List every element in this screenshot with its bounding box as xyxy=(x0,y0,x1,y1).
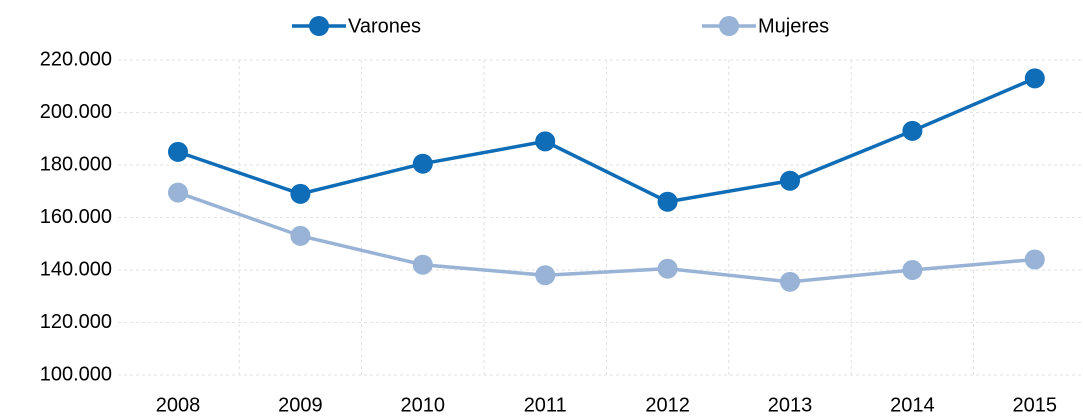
data-point xyxy=(535,131,556,152)
data-point xyxy=(902,260,923,280)
y-tick-label: 160.000 xyxy=(40,206,112,228)
data-point xyxy=(902,120,923,141)
data-point xyxy=(1024,249,1045,270)
data-point xyxy=(290,183,311,204)
y-tick-label: 200.000 xyxy=(40,101,112,123)
y-tick-label: 140.000 xyxy=(40,258,112,280)
y-tick-label: 220.000 xyxy=(40,48,112,70)
data-point xyxy=(535,265,556,286)
x-tick-label: 2015 xyxy=(1013,394,1058,416)
data-point xyxy=(290,225,311,246)
x-tick-label: 2011 xyxy=(524,394,567,416)
y-tick-label: 100.000 xyxy=(40,363,112,385)
data-point xyxy=(657,191,678,212)
x-tick-label: 2013 xyxy=(768,394,813,416)
legend-marker xyxy=(309,16,329,36)
y-tick-label: 120.000 xyxy=(40,311,112,333)
y-tick-label: 180.000 xyxy=(40,153,112,175)
data-point xyxy=(168,141,188,162)
x-tick-label: 2010 xyxy=(401,394,446,416)
data-point xyxy=(657,258,678,279)
legend-label: Mujeres xyxy=(758,15,829,37)
x-tick-label: 2014 xyxy=(890,394,935,416)
legend-label: Varones xyxy=(348,15,421,37)
x-tick-label: 2008 xyxy=(156,394,201,416)
x-tick-label: 2009 xyxy=(278,394,323,416)
series-line xyxy=(177,190,1035,284)
data-point xyxy=(168,182,188,203)
x-tick-label: 2012 xyxy=(645,394,690,416)
legend-marker xyxy=(719,16,739,36)
data-point xyxy=(1024,68,1045,89)
data-point xyxy=(412,254,433,275)
data-point xyxy=(412,153,433,174)
data-point xyxy=(780,170,800,191)
series-line xyxy=(177,76,1036,204)
data-point xyxy=(780,271,800,292)
